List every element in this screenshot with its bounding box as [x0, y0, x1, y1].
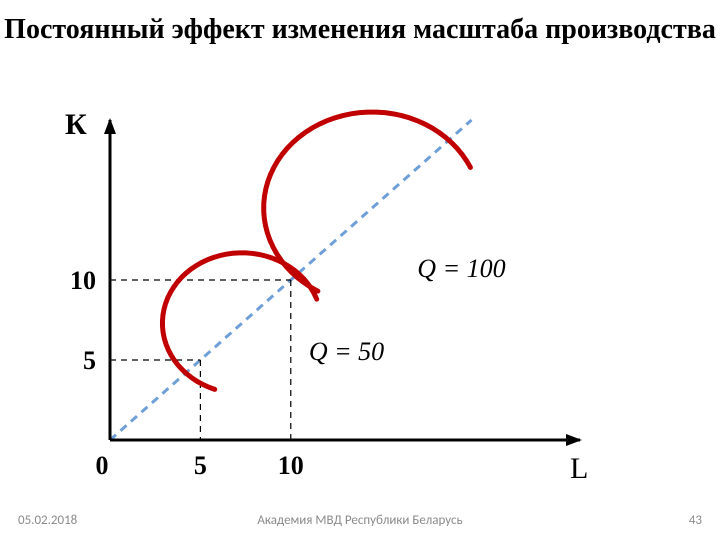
y-tick-5: 5: [83, 346, 96, 375]
isoquant-label-0: Q = 50: [309, 337, 384, 366]
chart: К L 0 5 10 5 10 Q = 50 Q = 100: [40, 100, 600, 500]
footer-page: 43: [689, 513, 702, 528]
x-tick-5: 5: [194, 451, 207, 480]
origin-label: 0: [96, 451, 109, 480]
slide-title: Постоянный эффект изменения масштаба про…: [0, 14, 720, 46]
y-axis-label: К: [65, 108, 87, 141]
y-tick-10: 10: [70, 266, 96, 295]
x-axis-arrow: [566, 434, 582, 446]
x-axis-label: L: [570, 452, 588, 485]
x-tick-10: 10: [278, 451, 304, 480]
slide: { "title": "Постоянный эффект изменения …: [0, 0, 720, 540]
footer-org: Академия МВД Республики Беларусь: [0, 513, 720, 528]
y-axis-arrow: [104, 118, 116, 134]
isoquant-label-1: Q = 100: [417, 254, 505, 283]
